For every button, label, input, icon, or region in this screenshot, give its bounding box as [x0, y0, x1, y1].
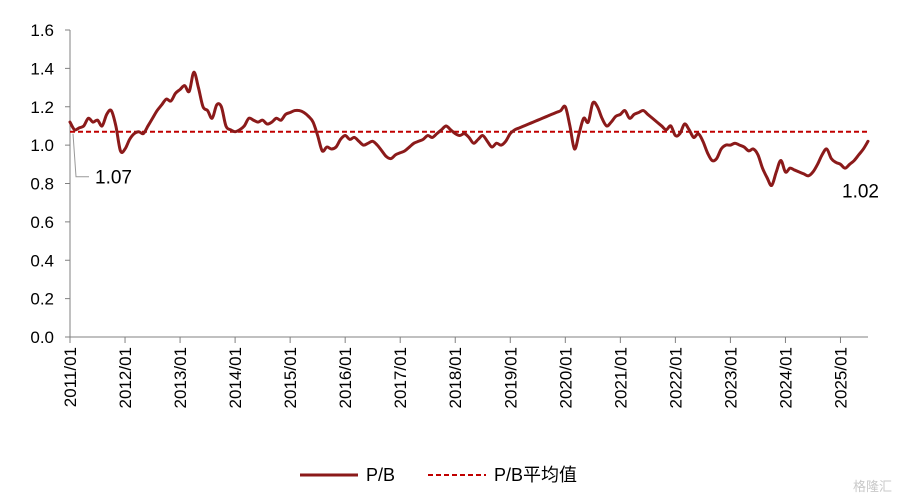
x-tick-label: 2024/01 — [776, 347, 795, 408]
y-tick-label: 0.4 — [30, 251, 54, 270]
end-value-label: 1.02 — [842, 182, 879, 203]
x-tick-label: 2015/01 — [281, 347, 300, 408]
start-annotation-leader — [72, 133, 89, 178]
y-tick-label: 0.2 — [30, 290, 54, 309]
y-tick-label: 1.0 — [30, 136, 54, 155]
series-layer — [68, 70, 870, 187]
legend-label-mean: P/B平均值 — [494, 465, 577, 485]
x-tick-label: 2013/01 — [171, 347, 190, 408]
legend-label-pb: P/B — [366, 465, 395, 485]
x-axis: 2011/01 2012/01 2013/01 2014/01 2015/01 2016/… — [61, 336, 868, 408]
x-tick-label: 2011/01 — [61, 347, 80, 407]
x-tick-label: 2017/01 — [391, 347, 410, 408]
y-axis: 0.0 0.2 0.4 0.6 0.8 1.0 1.2 1.4 1.6 — [30, 21, 71, 347]
pb-series-line — [68, 70, 870, 187]
x-tick-label: 2021/01 — [611, 347, 630, 408]
y-tick-label: 0.6 — [30, 213, 54, 232]
x-tick-label: 2019/01 — [501, 347, 520, 408]
annotation-layer: 1.07 1.02 — [72, 133, 879, 203]
x-tick-label: 2018/01 — [446, 347, 465, 408]
watermark-logo: 格隆汇 — [852, 480, 892, 495]
y-tick-label: 1.2 — [30, 98, 54, 117]
x-tick-label: 2020/01 — [556, 347, 575, 408]
y-tick-label: 1.6 — [30, 21, 54, 40]
x-tick-label: 2023/01 — [721, 347, 740, 408]
y-tick-label: 0.0 — [30, 328, 54, 347]
y-tick-label: 1.4 — [30, 59, 54, 78]
x-tick-label: 2014/01 — [226, 347, 245, 408]
x-tick-label: 2016/01 — [336, 347, 355, 408]
y-tick-label: 0.8 — [30, 175, 54, 194]
x-tick-label: 2022/01 — [666, 347, 685, 408]
x-tick-label: 2025/01 — [831, 347, 850, 408]
x-tick-label: 2012/01 — [116, 347, 135, 408]
legend: P/B P/B平均值 — [300, 465, 577, 485]
start-value-label: 1.07 — [95, 168, 132, 189]
